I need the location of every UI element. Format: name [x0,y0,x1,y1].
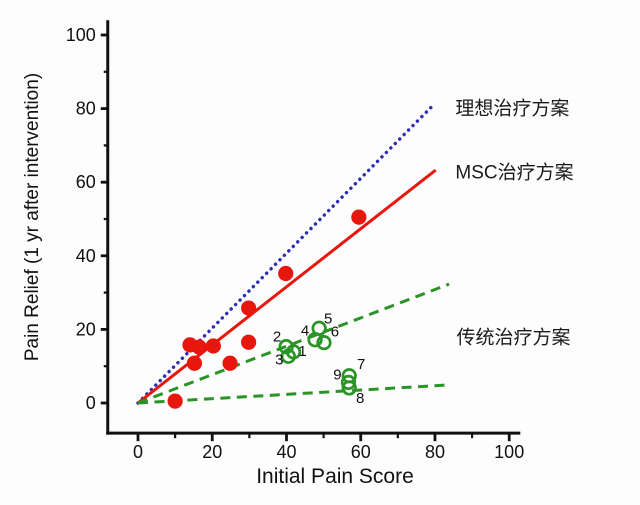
patient-number-label: 1 [298,343,306,360]
trend-line-msc [137,168,437,405]
conventional-data-point [307,332,323,348]
msc-data-point [241,334,257,350]
patient-number-label: 7 [357,356,365,373]
line-annotation: MSC治疗方案 [455,162,574,184]
x-tick-label: 80 [425,442,445,462]
trend-line-ideal [136,103,436,405]
patient-number-label: 2 [273,329,281,346]
msc-data-point [167,393,183,409]
patient-number-label: 9 [333,366,341,383]
x-tick-label: 60 [351,442,371,462]
patient-number-label: 4 [301,323,309,340]
x-tick-label: 40 [276,442,296,462]
x-axis-title: Initial Pain Score [256,465,414,488]
x-tick-label: 20 [202,442,222,462]
conventional-data-point [341,380,357,396]
msc-data-point [241,300,257,316]
y-tick-label: 100 [66,25,96,45]
y-tick-label: 20 [76,319,96,339]
y-tick-label: 80 [76,99,96,119]
line-annotation: 理想治疗方案 [455,98,570,120]
patient-number-label: 8 [356,390,364,407]
y-axis-title: Pain Relief (1 yr after intervention) [22,72,43,362]
line-annotation: 传统治疗方案 [456,327,571,349]
msc-data-point [191,339,207,355]
trend-line-conventional-lower [137,383,449,405]
conventional-data-point [316,334,332,351]
msc-data-point [186,355,203,371]
patient-number-label: 3 [275,351,283,368]
y-tick-label: 40 [76,246,96,266]
patient-number-label: 5 [324,310,332,327]
trend-line-conventional-upper [137,282,450,405]
conventional-data-point [280,348,296,364]
y-tick-label: 60 [76,172,96,192]
msc-data-point [278,265,294,282]
x-tick-label: 100 [494,442,524,462]
x-tick-label: 0 [133,442,143,462]
msc-data-point [222,355,238,371]
patient-number-label: 6 [331,324,339,341]
msc-data-point [205,338,221,354]
y-tick-label: 0 [86,393,96,413]
conventional-data-point [340,374,357,391]
msc-data-point [351,209,367,225]
